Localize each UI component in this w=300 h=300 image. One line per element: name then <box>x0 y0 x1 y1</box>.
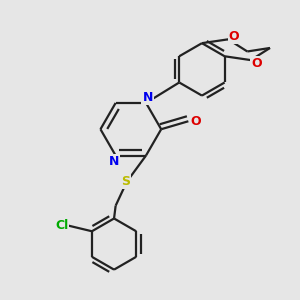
Text: S: S <box>121 175 130 188</box>
Text: N: N <box>142 91 153 104</box>
Text: N: N <box>109 155 119 168</box>
Text: O: O <box>190 115 201 128</box>
Text: O: O <box>229 30 239 43</box>
Text: O: O <box>251 57 262 70</box>
Text: Cl: Cl <box>55 219 68 232</box>
